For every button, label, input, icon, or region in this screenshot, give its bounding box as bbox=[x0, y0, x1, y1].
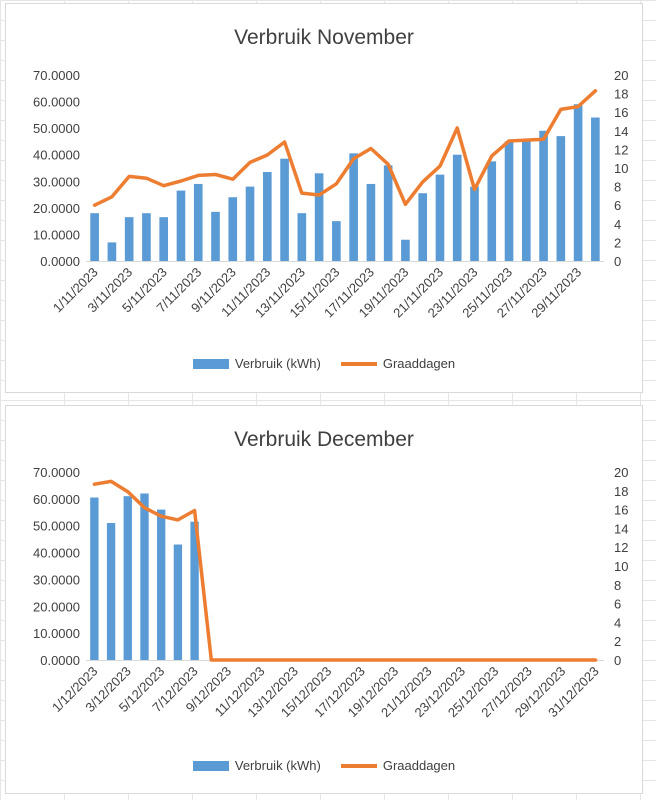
y2-tick-label: 16 bbox=[614, 503, 628, 518]
chart-title: Verbruik December bbox=[234, 428, 414, 451]
y-tick-label: 40.0000 bbox=[33, 148, 80, 163]
y-tick-label: 70.0000 bbox=[33, 68, 80, 83]
bar-verbruik bbox=[211, 211, 220, 261]
y2-tick-label: 6 bbox=[614, 198, 621, 213]
bar-verbruik bbox=[401, 239, 410, 261]
chart-legend: Verbruik (kWh) Graaddagen bbox=[6, 356, 642, 371]
y2-tick-label: 8 bbox=[614, 578, 621, 593]
y2-tick-label: 4 bbox=[614, 615, 621, 630]
legend-item-verbruik: Verbruik (kWh) bbox=[192, 356, 321, 371]
y-tick-label: 20.0000 bbox=[33, 201, 80, 216]
chart-plot-area: 0.0000 10.0000 20.0000 30.0000 40.0000 50.000… bbox=[33, 465, 628, 720]
bar-verbruik bbox=[297, 213, 307, 261]
bar-verbruik bbox=[383, 165, 393, 261]
y2-tick-label: 12 bbox=[614, 540, 628, 555]
y2-tick-label: 14 bbox=[614, 521, 628, 536]
bar-verbruik bbox=[124, 217, 134, 261]
bar-verbruik bbox=[173, 544, 183, 660]
chart-november[interactable]: Verbruik November 0.0000 10.0000 20.0000 30… bbox=[5, 3, 643, 393]
y2-tick-label: 10 bbox=[614, 559, 628, 574]
bar-verbruik bbox=[90, 213, 99, 261]
y-tick-label: 0.0000 bbox=[40, 653, 80, 668]
legend-label: Graaddagen bbox=[382, 758, 456, 773]
bar-verbruik bbox=[539, 130, 548, 261]
legend-swatch-bar bbox=[192, 760, 229, 771]
bar-verbruik bbox=[556, 136, 566, 261]
bar-verbruik bbox=[452, 154, 462, 261]
y-tick-label: 30.0000 bbox=[33, 174, 80, 189]
bar-verbruik bbox=[142, 213, 151, 261]
y2-tick-label: 0 bbox=[614, 254, 621, 269]
bar-verbruik bbox=[107, 242, 117, 261]
chart-legend: Verbruik (kWh) Graaddagen bbox=[6, 758, 642, 773]
bar-verbruik bbox=[193, 183, 203, 261]
legend-label: Verbruik (kWh) bbox=[234, 356, 321, 371]
legend-item-graaddagen: Graaddagen bbox=[340, 356, 456, 371]
bar-verbruik bbox=[157, 509, 166, 660]
bar-verbruik bbox=[573, 104, 583, 261]
line-graaddagen bbox=[92, 89, 598, 207]
y2-tick-label: 2 bbox=[614, 235, 621, 250]
bar-verbruik bbox=[332, 221, 341, 261]
bar-verbruik bbox=[176, 190, 186, 261]
y-tick-label: 10.0000 bbox=[33, 227, 80, 242]
bar-verbruik bbox=[190, 521, 199, 660]
y2-tick-label: 20 bbox=[614, 68, 628, 83]
bar-verbruik bbox=[487, 161, 497, 261]
y-tick-label: 50.0000 bbox=[33, 519, 80, 534]
y2-tick-label: 20 bbox=[614, 465, 628, 480]
bar-verbruik bbox=[228, 197, 238, 261]
y-tick-label: 70.0000 bbox=[33, 465, 80, 480]
bar-verbruik bbox=[521, 141, 531, 261]
bar-verbruik bbox=[159, 217, 169, 261]
y2-tick-label: 18 bbox=[614, 87, 628, 102]
y-tick-label: 60.0000 bbox=[33, 492, 80, 507]
bar-verbruik bbox=[106, 523, 116, 660]
bar-verbruik bbox=[245, 186, 255, 261]
bar-verbruik bbox=[591, 117, 600, 261]
legend-label: Verbruik (kWh) bbox=[234, 758, 321, 773]
chart-december[interactable]: Verbruik December 0.0000 10.0000 20.0000 30… bbox=[5, 405, 643, 794]
y2-tick-label: 4 bbox=[614, 217, 621, 232]
bar-verbruik bbox=[123, 496, 132, 660]
bar-verbruik bbox=[418, 193, 428, 261]
bar-verbruik bbox=[470, 186, 479, 261]
bar-verbruik bbox=[435, 174, 445, 261]
y2-tick-label: 10 bbox=[614, 161, 628, 176]
y-tick-label: 60.0000 bbox=[33, 95, 80, 110]
legend-label: Graaddagen bbox=[382, 356, 456, 371]
bar-verbruik bbox=[140, 493, 149, 660]
y2-tick-label: 18 bbox=[614, 484, 628, 499]
bar-verbruik bbox=[349, 153, 358, 261]
legend-swatch-line bbox=[340, 763, 377, 768]
y-tick-label: 0.0000 bbox=[40, 254, 80, 269]
chart-title: Verbruik November bbox=[234, 26, 414, 49]
bar-verbruik bbox=[366, 183, 376, 261]
y2-tick-label: 2 bbox=[614, 634, 621, 649]
bar-verbruik bbox=[314, 173, 324, 261]
y2-tick-label: 16 bbox=[614, 105, 628, 120]
y-tick-label: 50.0000 bbox=[33, 121, 80, 136]
y-tick-label: 30.0000 bbox=[33, 572, 80, 587]
legend-swatch-line bbox=[340, 361, 377, 366]
bar-verbruik bbox=[280, 158, 289, 261]
legend-item-graaddagen: Graaddagen bbox=[340, 758, 456, 773]
legend-item-verbruik: Verbruik (kWh) bbox=[192, 758, 321, 773]
y2-tick-label: 6 bbox=[614, 597, 621, 612]
bar-verbruik bbox=[262, 171, 272, 261]
y2-tick-label: 0 bbox=[614, 653, 621, 668]
y2-tick-label: 14 bbox=[614, 124, 628, 139]
y-tick-label: 10.0000 bbox=[33, 626, 80, 641]
chart-plot-area: 0.0000 10.0000 20.0000 30.0000 40.0000 50.000… bbox=[33, 68, 628, 320]
y2-tick-label: 8 bbox=[614, 180, 621, 195]
bar-verbruik bbox=[90, 497, 99, 660]
y-tick-label: 40.0000 bbox=[33, 546, 80, 561]
line-graaddagen bbox=[92, 479, 598, 662]
legend-swatch-bar bbox=[192, 358, 229, 369]
bar-verbruik bbox=[504, 141, 514, 261]
y-tick-label: 20.0000 bbox=[33, 599, 80, 614]
y2-tick-label: 12 bbox=[614, 142, 628, 157]
